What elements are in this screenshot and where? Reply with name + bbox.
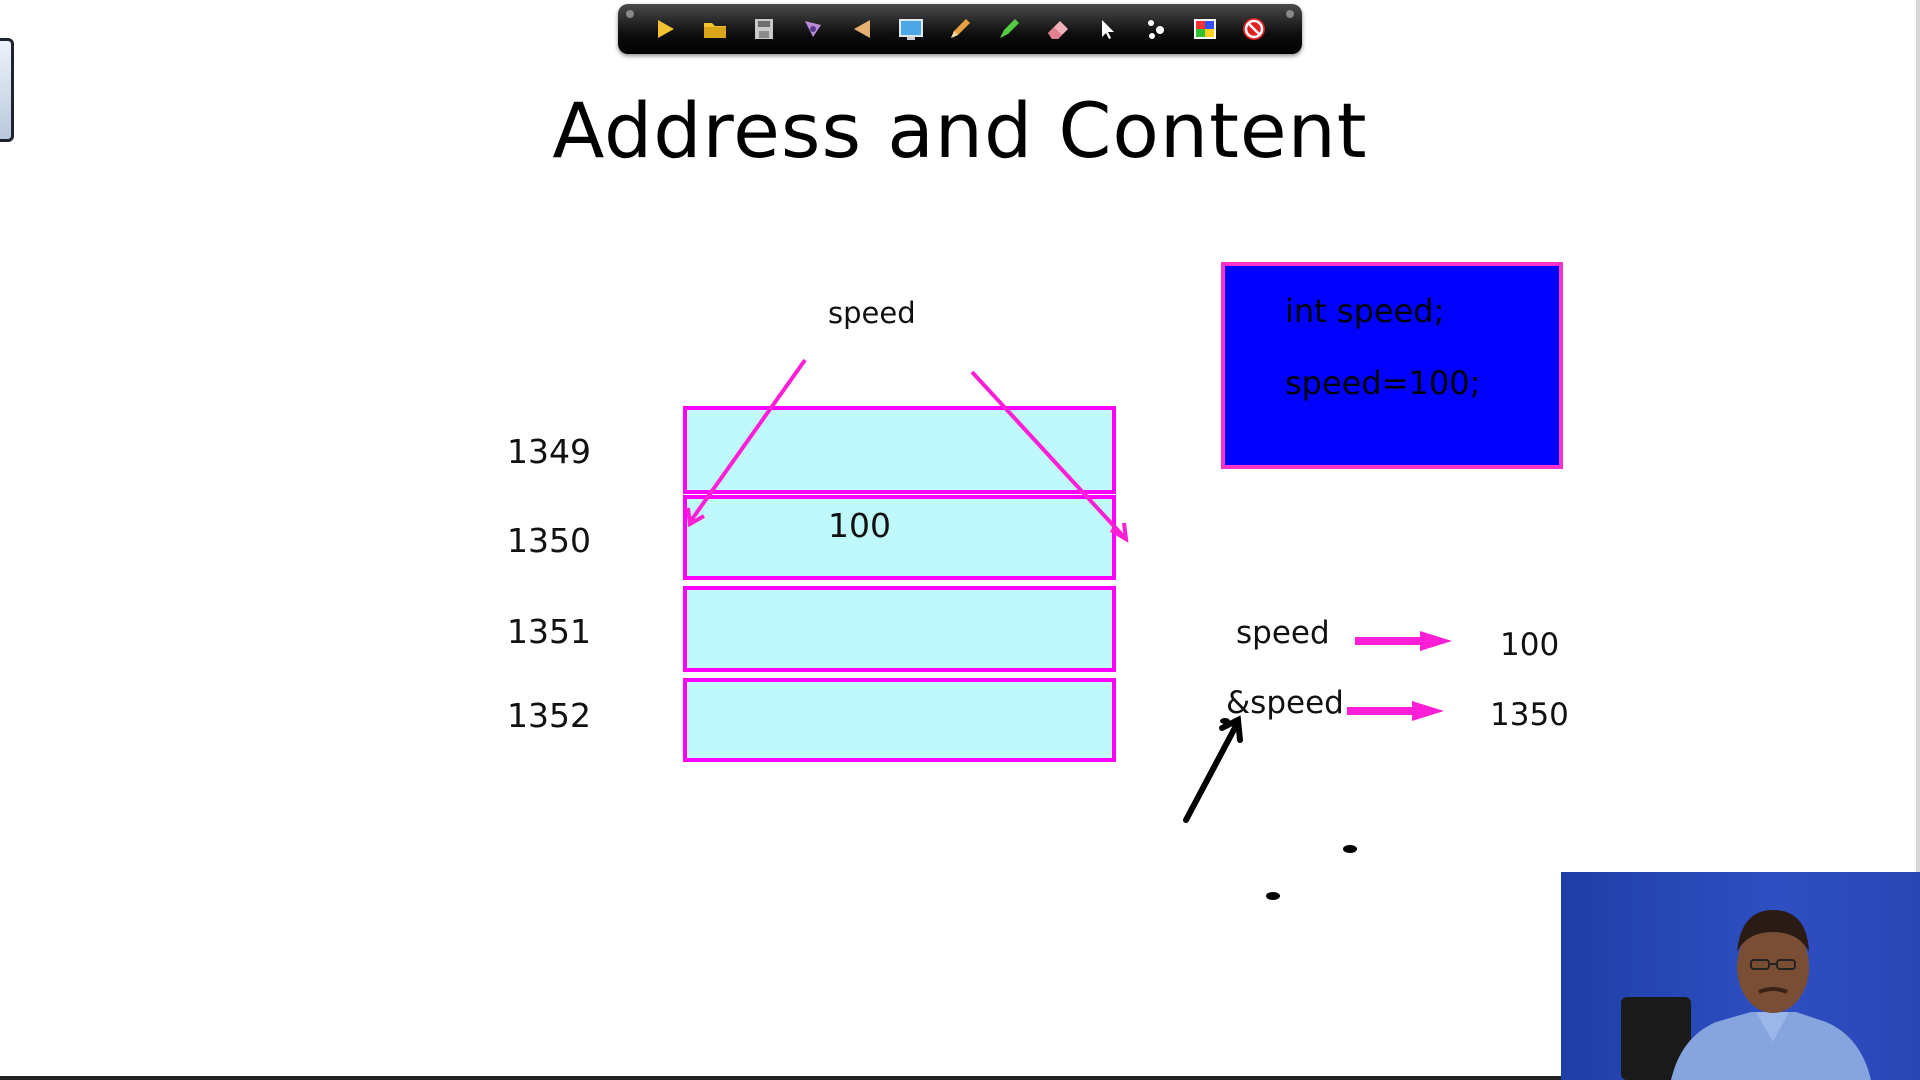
next-slide-icon[interactable] bbox=[651, 14, 681, 44]
address-label: 1349 bbox=[507, 432, 591, 471]
save-icon[interactable] bbox=[749, 14, 779, 44]
memory-cell bbox=[683, 586, 1116, 672]
slide-right-edge bbox=[1916, 0, 1920, 1080]
ink-arrow bbox=[1183, 715, 1243, 823]
memory-cell-value: 100 bbox=[828, 506, 891, 545]
highlighter-icon[interactable] bbox=[994, 14, 1024, 44]
folder-icon[interactable] bbox=[700, 14, 730, 44]
relation-arrow bbox=[1355, 631, 1452, 651]
relation-arrow bbox=[1347, 701, 1444, 721]
back-icon[interactable] bbox=[847, 14, 877, 44]
stop-icon[interactable] bbox=[1239, 14, 1269, 44]
annotation-toolbar bbox=[618, 4, 1302, 54]
memory-cell bbox=[683, 678, 1116, 762]
code-line: speed=100; bbox=[1285, 364, 1481, 402]
variable-name-label: speed bbox=[828, 296, 916, 330]
memory-cell bbox=[683, 406, 1116, 494]
code-line: int speed; bbox=[1285, 292, 1445, 330]
address-label: 1352 bbox=[507, 696, 591, 735]
color-palette-icon[interactable] bbox=[1190, 14, 1220, 44]
relation-result: 1350 bbox=[1490, 697, 1569, 733]
slide-title: Address and Content bbox=[552, 86, 1368, 175]
relation-expression: &speed bbox=[1226, 685, 1344, 721]
presenter-video bbox=[1561, 872, 1920, 1080]
code-box: int speed; speed=100; bbox=[1221, 262, 1563, 469]
address-label: 1351 bbox=[507, 612, 591, 651]
pencil-icon[interactable] bbox=[945, 14, 975, 44]
address-label: 1350 bbox=[507, 521, 591, 560]
presenter-figure bbox=[1621, 910, 1871, 1080]
screen-icon[interactable] bbox=[896, 14, 926, 44]
toolbar-grip-right[interactable] bbox=[1286, 10, 1294, 18]
eraser-icon[interactable] bbox=[1043, 14, 1073, 44]
relation-expression: speed bbox=[1236, 615, 1330, 651]
toolbar-grip-left[interactable] bbox=[626, 10, 634, 18]
relation-result: 100 bbox=[1500, 627, 1560, 663]
pen-icon[interactable] bbox=[798, 14, 828, 44]
ink-dot bbox=[1266, 892, 1280, 900]
laser-dots-icon[interactable] bbox=[1141, 14, 1171, 44]
memory-cell bbox=[683, 495, 1116, 580]
ink-dot bbox=[1343, 845, 1357, 853]
slide-bottom-edge bbox=[0, 1076, 1920, 1080]
pointer-icon[interactable] bbox=[1092, 14, 1122, 44]
side-panel-tab[interactable] bbox=[0, 38, 14, 142]
